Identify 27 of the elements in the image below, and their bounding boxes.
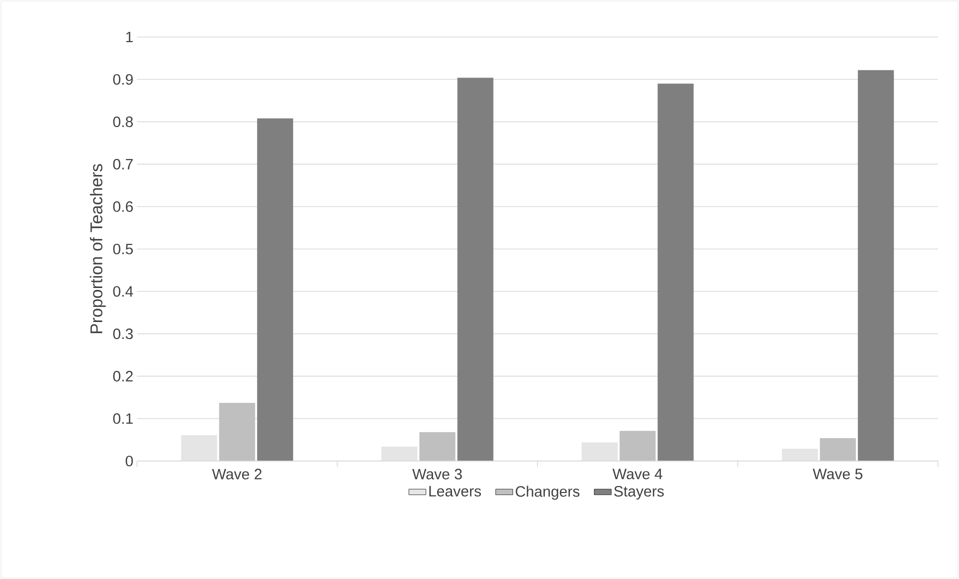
bar xyxy=(419,432,456,462)
bar xyxy=(858,70,894,462)
y-tick-label: 0.2 xyxy=(113,370,133,382)
x-tick-label: Wave 5 xyxy=(812,468,862,480)
bar xyxy=(219,402,256,462)
x-tick-label: Wave 2 xyxy=(212,468,262,480)
y-tick-label: 0.4 xyxy=(113,286,134,297)
y-tick-label: 1 xyxy=(126,32,133,42)
bar xyxy=(457,78,494,462)
y-tick-label: 0.7 xyxy=(113,158,133,170)
y-tick-label: 0 xyxy=(126,456,133,466)
x-tick-label: Wave 3 xyxy=(412,468,462,480)
y-tick-label: 0.3 xyxy=(113,328,133,340)
y-tick-label: 0.1 xyxy=(113,413,133,424)
y-tick-label: 0.5 xyxy=(113,244,133,254)
y-tick-label: 0.6 xyxy=(113,201,133,212)
bar xyxy=(257,118,294,462)
y-tick-label: 0.9 xyxy=(113,74,133,85)
bar xyxy=(820,438,856,462)
legend-label: Leavers xyxy=(429,486,481,497)
y-tick-label: 0.8 xyxy=(113,116,133,128)
legend-label: Changers xyxy=(516,486,580,500)
bar xyxy=(620,430,656,462)
y-axis-title: Proportion of Teachers xyxy=(90,164,106,334)
bar xyxy=(658,84,694,462)
x-tick-label: Wave 4 xyxy=(612,468,662,480)
legend-label: Stayers xyxy=(614,486,664,500)
